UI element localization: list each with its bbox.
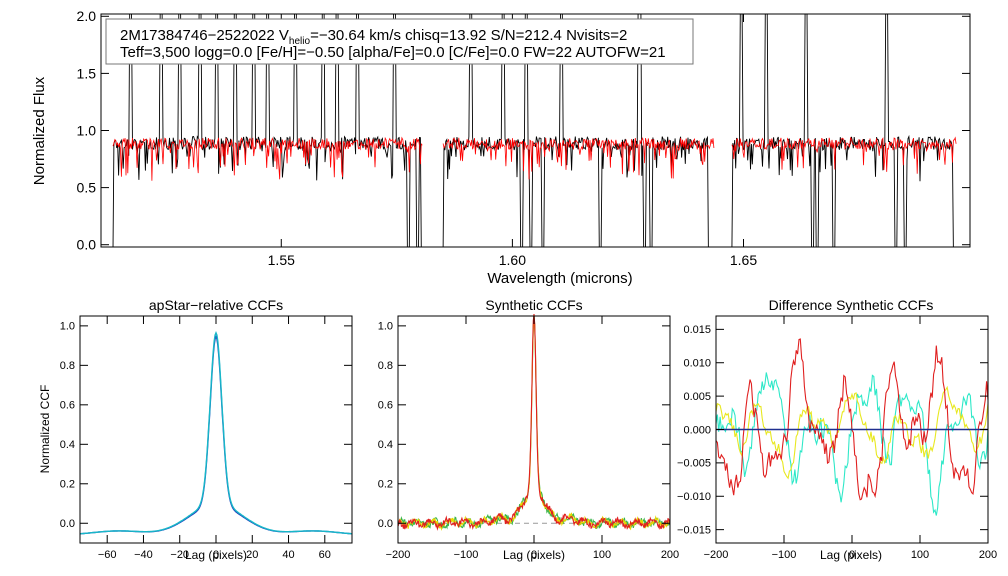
x-tick-label: −200 — [386, 549, 411, 561]
annotation-line-1: 2M17384746−2522022 Vhelio=−30.64 km/s ch… — [120, 27, 627, 47]
x-tick-label: −100 — [772, 549, 797, 561]
annotation-line1-rest: =−30.64 km/s chisq=13.92 S/N=212.4 Nvisi… — [310, 27, 627, 44]
x-tick-label: 60 — [319, 549, 331, 561]
annotation-line-2: Teff=3,500 logg=0.0 [Fe/H]=−0.50 [alpha/… — [120, 44, 666, 61]
spectrum-panel: 1.55 1.60 1.65 0.0 0.5 1.0 1.5 2.0 Wavelength (… — [31, 8, 971, 287]
apstar-ccf-title: apStar−relative CCFs — [149, 297, 283, 313]
annotation-star-id: 2M17384746−2522022 — [120, 27, 275, 44]
synthetic-ccf-line — [397, 314, 671, 531]
y-tick-label: 2.0 — [77, 8, 97, 24]
x-tick-label: 1.60 — [499, 252, 526, 268]
y-tick-label: 0.6 — [60, 400, 75, 412]
difference-ccf-line — [716, 385, 988, 480]
difference-ccf-xlabel: Lag (pixels) — [820, 548, 882, 562]
synthetic-ccf-xlabel: Lag (pixels) — [503, 548, 565, 562]
spectrum-ticks: 1.55 1.60 1.65 0.0 0.5 1.0 1.5 2.0 — [77, 8, 970, 268]
x-tick-label: 0 — [531, 549, 537, 561]
y-tick-label: 1.0 — [378, 321, 393, 333]
x-tick-label: −20 — [170, 549, 189, 561]
annotation-v-label: V — [279, 27, 289, 44]
x-tick-label: 100 — [593, 549, 611, 561]
y-tick-label: 0.2 — [378, 479, 393, 491]
annotation-v-subscript: helio — [289, 36, 311, 47]
y-tick-label: 1.0 — [60, 321, 75, 333]
difference-lines — [716, 338, 988, 516]
difference-ccf-line — [716, 338, 988, 501]
x-tick-label: 40 — [282, 549, 294, 561]
difference-ccf-panel: Difference Synthetic CCFs −200 −100 0 100 20… — [677, 297, 997, 562]
x-tick-label: 20 — [246, 549, 258, 561]
synthetic-ccf-series-layer — [397, 314, 671, 531]
y-tick-label: 0.8 — [378, 360, 393, 372]
y-tick-label: 0.6 — [378, 400, 393, 412]
difference-ccf-title: Difference Synthetic CCFs — [769, 297, 934, 313]
y-tick-label: 0.0 — [77, 237, 97, 253]
x-tick-label: −60 — [98, 549, 117, 561]
y-tick-label: 0.010 — [683, 358, 711, 370]
x-tick-label: −200 — [704, 549, 729, 561]
difference-ccf-series-layer — [716, 338, 988, 516]
synthetic-ccf-ticks: −200 −100 0 100 200 0.0 0.2 0.4 0.6 0.8 1.0 — [378, 316, 679, 561]
x-tick-label: 200 — [661, 549, 679, 561]
y-tick-label: −0.015 — [677, 524, 711, 536]
y-tick-label: 0.2 — [60, 479, 75, 491]
synthetic-ccf-line — [397, 317, 671, 530]
apstar-ccf-ticks: −60 −40 −20 0 20 40 60 0.0 0.2 0.4 0.6 0.8 1.0 — [60, 316, 352, 561]
difference-ccf-ticks: −200 −100 0 100 200 −0.015 −0.010 −0.005 0.000 0.… — [677, 316, 997, 561]
apstar-ccf-frame — [79, 315, 353, 544]
spectrum-xlabel: Wavelength (microns) — [487, 270, 632, 287]
x-tick-label: −40 — [134, 549, 153, 561]
y-tick-label: 0.005 — [683, 391, 711, 403]
apstar-ccf-series-layer — [79, 330, 353, 535]
y-tick-label: 0.5 — [77, 180, 97, 196]
y-tick-label: 0.0 — [378, 518, 393, 530]
synthetic-ccf-line — [397, 314, 671, 531]
apstar-ccf-line — [79, 334, 353, 535]
x-tick-label: −100 — [454, 549, 479, 561]
y-tick-label: 0.4 — [60, 439, 75, 451]
y-tick-label: 0.4 — [378, 439, 393, 451]
apstar-ccf-panel: apStar−relative CCFs −60 −40 −20 0 20 40 60 0.0… — [38, 297, 353, 562]
spectrum-ylabel: Normalized Flux — [31, 76, 48, 185]
y-tick-label: 0.8 — [60, 360, 75, 372]
x-tick-label: 0 — [849, 549, 855, 561]
y-tick-label: −0.005 — [677, 458, 711, 470]
y-tick-label: 0.015 — [683, 324, 711, 336]
annotation-frame — [105, 18, 694, 65]
y-tick-label: 0.0 — [60, 518, 75, 530]
spectrum-lines — [112, 14, 957, 247]
x-tick-label: 1.65 — [730, 252, 757, 268]
x-tick-label: 100 — [911, 549, 929, 561]
synthetic-ccf-panel: Synthetic CCFs −200 −100 0 100 200 0.0 0.2 0.4 0… — [378, 297, 679, 562]
x-tick-label: 200 — [979, 549, 997, 561]
apstar-ccf-xlabel: Lag (pixels) — [185, 548, 247, 562]
y-tick-label: 1.0 — [77, 122, 97, 138]
synthetic-ccf-frame — [397, 315, 671, 544]
apstar-ccf-ylabel: Normalized CCF — [38, 385, 52, 474]
y-tick-label: −0.010 — [677, 491, 711, 503]
spectrum-series-layer — [112, 14, 957, 247]
x-tick-label: 0 — [213, 549, 219, 561]
x-tick-label: 1.55 — [268, 252, 295, 268]
y-tick-label: 0.000 — [683, 424, 711, 436]
y-tick-label: 1.5 — [77, 65, 97, 81]
spectrum-annotation-box: 2M17384746−2522022 Vhelio=−30.64 km/s ch… — [105, 18, 694, 65]
apstar-ccf-line — [79, 330, 353, 535]
model-spectrum-line — [112, 136, 957, 181]
synthetic-ccf-title: Synthetic CCFs — [485, 297, 582, 313]
